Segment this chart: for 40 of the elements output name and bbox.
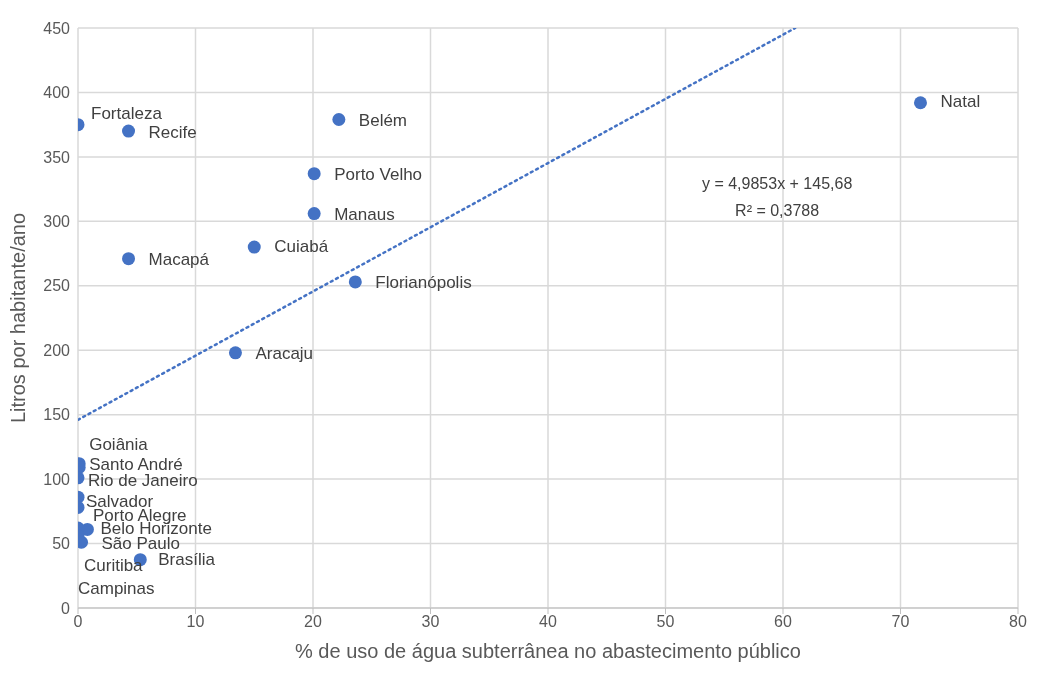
y-tick-label: 350 [43, 148, 71, 166]
annotation: y = 4,9853x + 145,68 [701, 175, 853, 193]
x-tick-label: 20 [304, 613, 322, 631]
x-tick-label: 60 [774, 613, 792, 631]
x-tick-label: 40 [539, 613, 557, 631]
annotation: Manaus [334, 205, 395, 225]
annotation: Santo André [89, 455, 183, 474]
x-tick-label: 70 [891, 613, 910, 631]
y-tick-label: 100 [43, 470, 71, 488]
x-tick-label: 50 [656, 613, 675, 631]
annotation: Curitiba [84, 555, 144, 575]
x-axis-title: % de uso de água subterrânea no abastecimento público [295, 640, 801, 662]
annotation: R² = 0,3788 [735, 202, 820, 220]
annotation: Cuiabá [274, 236, 329, 256]
y-tick-label: 400 [43, 84, 71, 102]
annotation: Aracaju [255, 344, 314, 364]
annotation: Brasília [158, 550, 216, 570]
y-tick-label: 150 [43, 406, 71, 424]
annotation: São Paulo [101, 533, 180, 553]
y-tick-label: 0 [61, 599, 71, 617]
x-tick-label: 80 [1009, 613, 1027, 631]
annotation: Porto Velho [334, 165, 423, 185]
y-tick-label: 250 [43, 277, 71, 295]
y-tick-label: 450 [43, 19, 71, 37]
x-tick-label: 10 [186, 613, 205, 631]
y-tick-label: 50 [52, 535, 71, 553]
y-tick-label: 200 [43, 341, 71, 359]
annotation: Fortaleza [91, 104, 163, 124]
x-tick-label: 30 [421, 613, 440, 631]
annotation: Florianópolis [375, 273, 472, 293]
annotation: Goiânia [89, 435, 149, 455]
annotation: Rio de Janeiro [88, 471, 198, 491]
annotation: Campinas [78, 579, 155, 599]
x-tick-label: 0 [73, 613, 83, 631]
y-axis-title: Litros por habitante/ano [7, 212, 30, 424]
annotation: Natal [940, 92, 981, 112]
annotation: Recife [148, 122, 197, 142]
annotation: Macapá [148, 250, 210, 270]
y-tick-label: 300 [43, 213, 71, 231]
annotation: Belém [358, 111, 408, 130]
